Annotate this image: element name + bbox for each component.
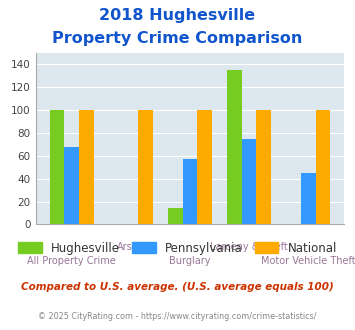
Bar bbox=[138, 110, 153, 224]
Bar bbox=[197, 110, 212, 224]
Bar bbox=[301, 173, 316, 224]
Text: © 2025 CityRating.com - https://www.cityrating.com/crime-statistics/: © 2025 CityRating.com - https://www.city… bbox=[38, 312, 317, 321]
Bar bbox=[79, 110, 94, 224]
Bar bbox=[64, 147, 79, 224]
Text: Property Crime Comparison: Property Crime Comparison bbox=[52, 31, 303, 46]
Bar bbox=[256, 110, 271, 224]
Text: All Property Crime: All Property Crime bbox=[27, 256, 116, 266]
Text: Burglary: Burglary bbox=[169, 256, 211, 266]
Text: Arson: Arson bbox=[117, 243, 145, 252]
Bar bbox=[242, 139, 256, 224]
Text: Compared to U.S. average. (U.S. average equals 100): Compared to U.S. average. (U.S. average … bbox=[21, 282, 334, 292]
Bar bbox=[316, 110, 330, 224]
Bar bbox=[227, 70, 242, 224]
Text: Motor Vehicle Theft: Motor Vehicle Theft bbox=[261, 256, 355, 266]
Bar bbox=[50, 110, 64, 224]
Bar bbox=[168, 208, 182, 224]
Bar bbox=[182, 159, 197, 224]
Text: Larceny & Theft: Larceny & Theft bbox=[210, 243, 288, 252]
Legend: Hughesville, Pennsylvania, National: Hughesville, Pennsylvania, National bbox=[13, 237, 342, 259]
Text: 2018 Hughesville: 2018 Hughesville bbox=[99, 8, 256, 23]
